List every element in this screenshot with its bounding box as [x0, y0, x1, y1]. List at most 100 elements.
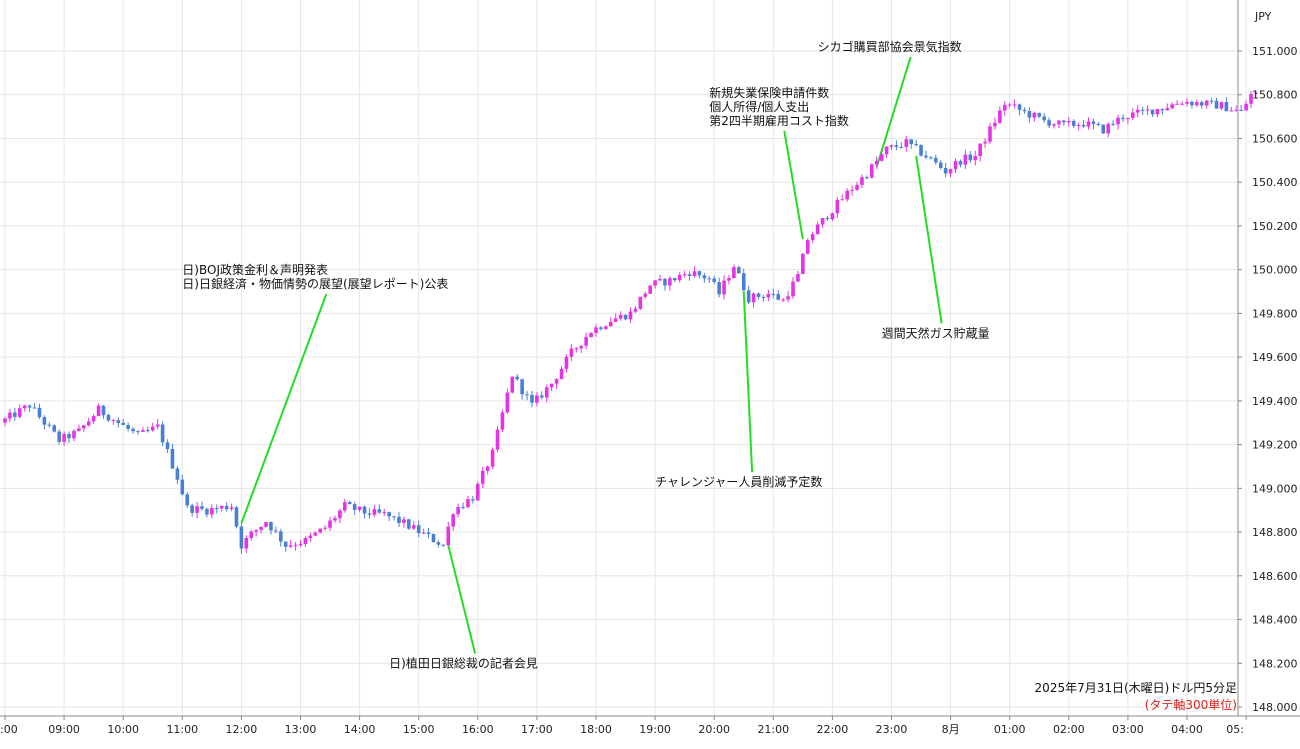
- candle-body: [205, 508, 209, 515]
- candle: [77, 424, 81, 432]
- candle: [57, 429, 61, 445]
- candle: [244, 535, 249, 554]
- candle-body: [737, 267, 741, 274]
- candle-body: [180, 479, 185, 495]
- candle: [677, 272, 682, 283]
- candle: [372, 504, 377, 518]
- candle-body: [1081, 124, 1086, 127]
- candle-body: [343, 502, 347, 511]
- candle: [175, 465, 180, 485]
- candle-body: [727, 278, 731, 281]
- candle-body: [426, 532, 431, 535]
- candle: [407, 518, 411, 530]
- candle-body: [293, 545, 298, 547]
- candle-body: [515, 376, 519, 380]
- candle: [1071, 119, 1076, 128]
- candle-body: [1150, 109, 1155, 115]
- candle-body: [623, 314, 628, 320]
- x-tick-label: 20:00: [698, 723, 730, 736]
- candle-body: [805, 240, 810, 254]
- candle: [62, 431, 66, 446]
- candle: [820, 217, 825, 228]
- candle: [840, 194, 845, 201]
- candle: [589, 332, 593, 338]
- y-tick-label: 148.000: [1252, 701, 1298, 714]
- candle: [579, 345, 584, 353]
- candle-body: [564, 356, 569, 369]
- candle: [86, 417, 91, 427]
- candle-body: [141, 430, 145, 432]
- candle: [347, 500, 352, 505]
- candle-body: [303, 538, 308, 545]
- candle: [1175, 99, 1179, 105]
- candle: [500, 409, 505, 433]
- candle: [865, 175, 869, 180]
- candle: [1057, 120, 1061, 129]
- candle-body: [1027, 111, 1032, 118]
- candle-body: [328, 520, 332, 528]
- candle-body: [801, 253, 805, 275]
- candle-body: [1116, 117, 1120, 125]
- candle-body: [1160, 109, 1165, 111]
- candle-body: [96, 405, 101, 417]
- candle-body: [1042, 116, 1046, 121]
- candle: [948, 168, 953, 178]
- candle: [604, 325, 608, 330]
- candle-body: [136, 431, 140, 433]
- candle: [963, 149, 968, 170]
- candle-body: [249, 531, 254, 538]
- annotation-text: 日)日銀経済・物価情勢の展望(展望レポート)公表: [182, 276, 448, 291]
- candle: [214, 504, 219, 514]
- candle-body: [239, 526, 244, 549]
- candle-body: [904, 139, 909, 147]
- candle: [1185, 98, 1189, 107]
- candle: [776, 290, 781, 301]
- candle-body: [554, 379, 559, 384]
- candle: [1180, 101, 1184, 106]
- candle: [919, 144, 923, 157]
- candle-body: [8, 412, 12, 419]
- candle: [1062, 119, 1066, 126]
- candle: [259, 526, 263, 534]
- candle: [1170, 102, 1175, 110]
- candle-body: [269, 522, 273, 531]
- candle-body: [1175, 103, 1179, 105]
- candle: [855, 181, 859, 191]
- candle: [234, 506, 239, 529]
- candle-body: [42, 417, 47, 425]
- candle: [599, 325, 603, 331]
- candle-body: [761, 296, 766, 298]
- candle-body: [283, 541, 288, 547]
- candle: [308, 532, 313, 542]
- candle-body: [274, 530, 278, 532]
- chart-caption-note: (タテ軸300単位): [1145, 697, 1237, 712]
- candle: [751, 292, 756, 308]
- candle-body: [1071, 120, 1076, 126]
- candle-body: [1165, 108, 1170, 111]
- candle-body: [308, 535, 313, 539]
- candle-body: [899, 146, 904, 148]
- candle-body: [855, 184, 859, 190]
- x-tick-label: 05:: [1226, 723, 1244, 736]
- candle: [1229, 106, 1234, 112]
- candle: [155, 419, 160, 430]
- candle-body: [810, 234, 815, 241]
- candle-body: [421, 532, 426, 534]
- candle: [707, 276, 712, 284]
- candle: [924, 150, 928, 160]
- candle: [1101, 124, 1106, 135]
- candle-body: [668, 278, 672, 286]
- axes: JPY: [0, 0, 1300, 717]
- candle: [860, 174, 864, 188]
- annotation-text: 日)植田日銀総裁の記者会見: [389, 656, 538, 671]
- candle: [761, 294, 766, 302]
- candle: [929, 156, 933, 160]
- candle: [402, 516, 406, 528]
- candle: [741, 268, 746, 292]
- price-axis-ticks: 151.000 150.800 150.600 150.400 150.200 150.0…: [1238, 45, 1298, 714]
- candle-body: [589, 332, 593, 338]
- candle-body: [535, 395, 539, 403]
- candle: [338, 508, 342, 524]
- candle-body: [658, 278, 662, 281]
